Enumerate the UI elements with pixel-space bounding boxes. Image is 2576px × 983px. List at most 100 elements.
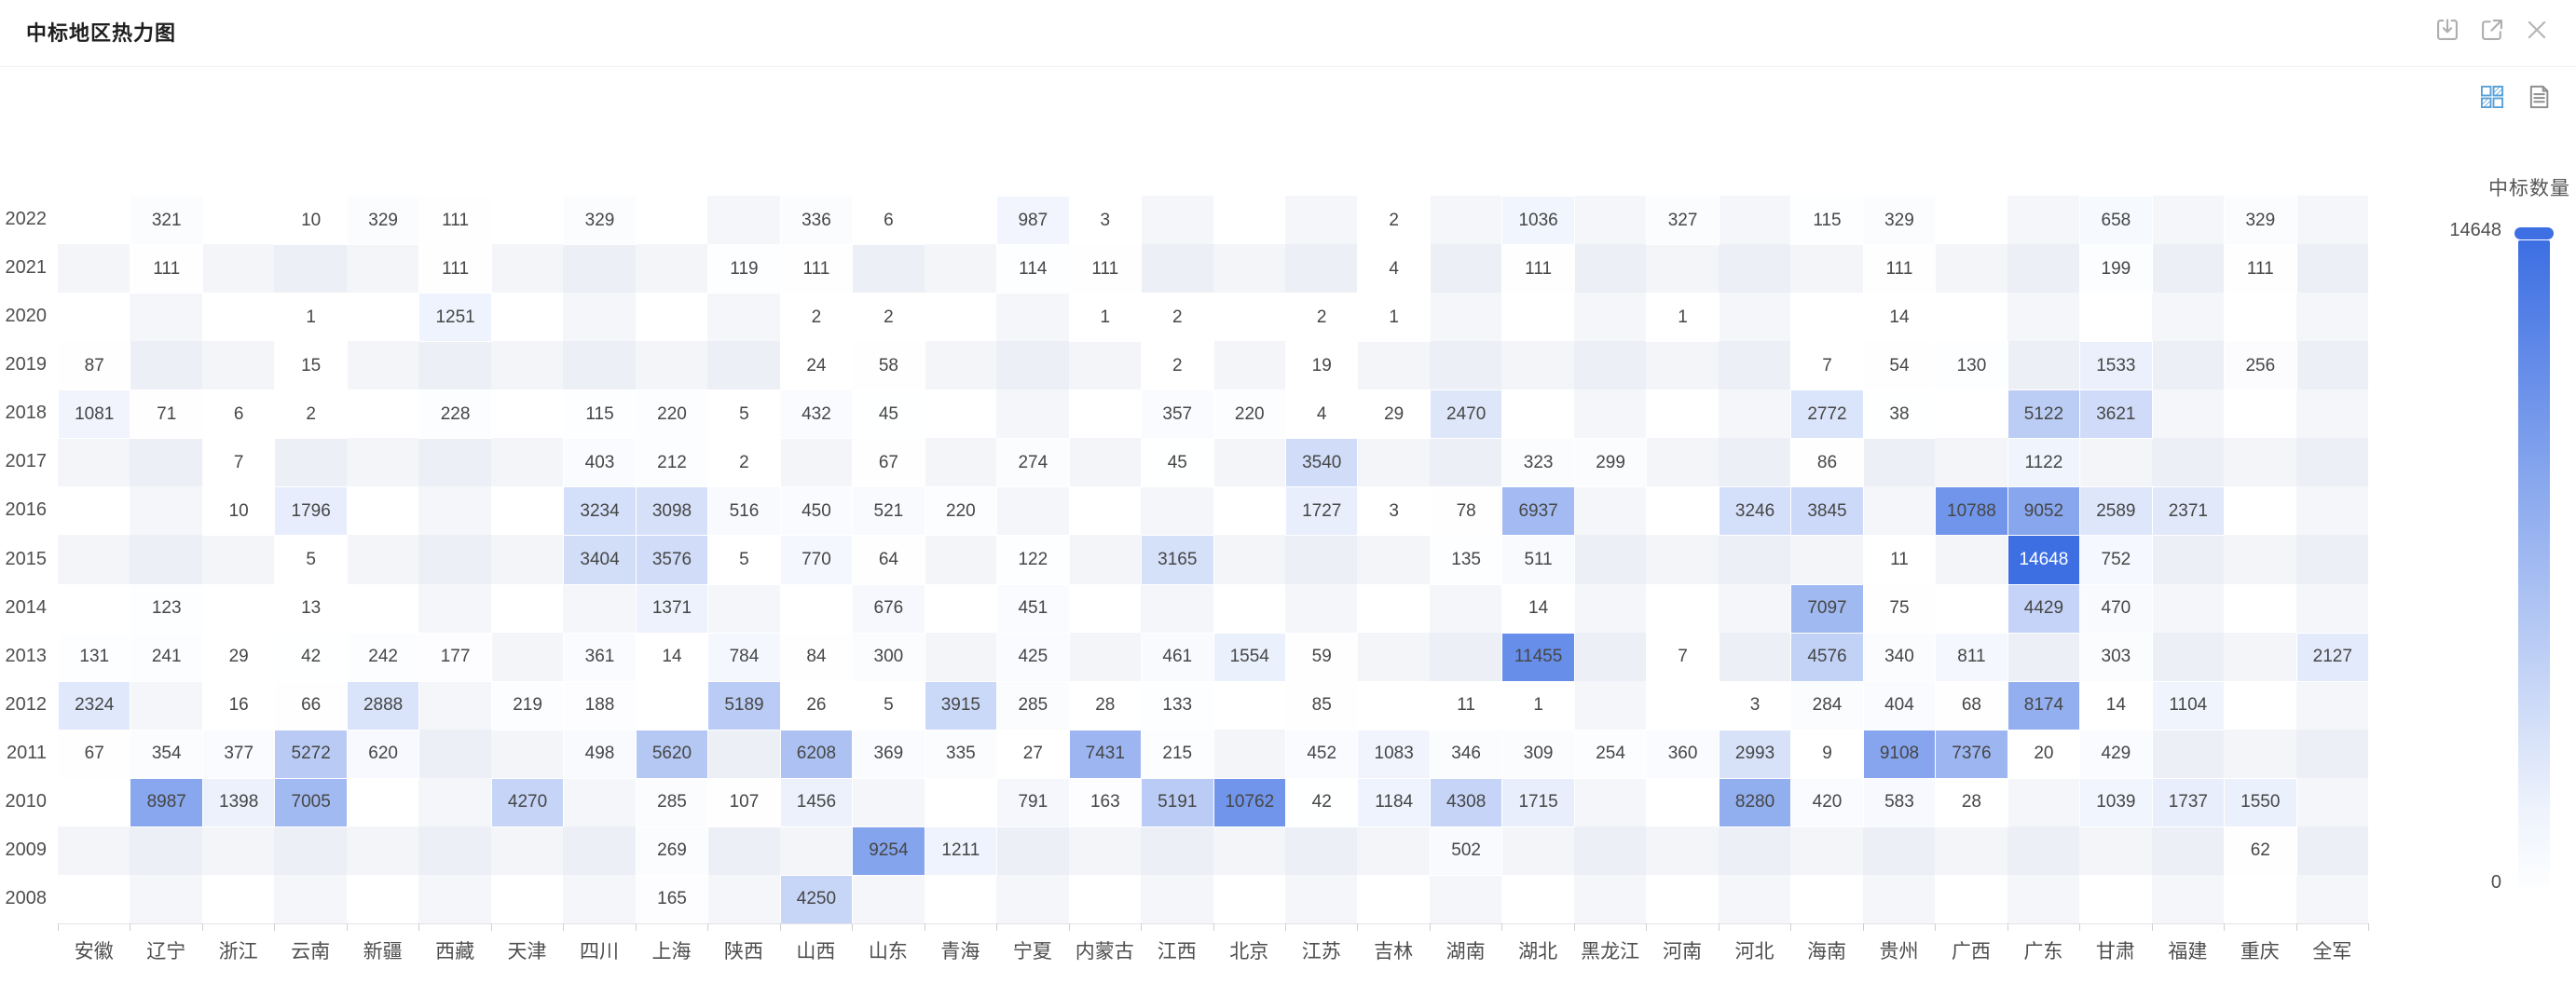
heatmap-cell[interactable]: 45 xyxy=(852,389,925,440)
heatmap-cell[interactable]: 11 xyxy=(1429,680,1503,730)
heatmap-cell[interactable]: 5122 xyxy=(2007,389,2081,440)
heatmap-cell[interactable]: 26 xyxy=(779,680,854,730)
heatmap-cell[interactable]: 177 xyxy=(418,632,492,682)
heatmap-cell[interactable]: 7 xyxy=(1646,632,1720,682)
heatmap-cell[interactable]: 676 xyxy=(852,583,925,634)
heatmap-cell[interactable]: 5 xyxy=(852,680,925,730)
heatmap-cell[interactable]: 1796 xyxy=(274,486,348,537)
heatmap-cell[interactable]: 4250 xyxy=(779,874,854,924)
heatmap-cell[interactable]: 335 xyxy=(924,729,998,779)
heatmap-cell[interactable]: 2 xyxy=(779,293,854,343)
heatmap-cell[interactable]: 346 xyxy=(1429,729,1503,779)
heatmap-cell[interactable]: 4 xyxy=(1357,244,1431,294)
heatmap-cell[interactable]: 1 xyxy=(274,293,348,343)
heatmap-cell[interactable]: 28 xyxy=(1935,777,2008,827)
heatmap-cell[interactable]: 5 xyxy=(707,389,781,440)
heatmap-cell[interactable]: 498 xyxy=(563,729,637,779)
heatmap-cell[interactable]: 6937 xyxy=(1501,486,1575,537)
heatmap-cell[interactable]: 269 xyxy=(635,826,709,876)
heatmap-cell[interactable]: 220 xyxy=(1213,389,1286,440)
heatmap-cell[interactable]: 451 xyxy=(996,583,1070,634)
heatmap-cell[interactable]: 10 xyxy=(274,196,348,246)
heatmap-cell[interactable]: 123 xyxy=(130,583,203,634)
heatmap-cell[interactable]: 8987 xyxy=(130,777,203,827)
heatmap-cell[interactable]: 620 xyxy=(346,729,420,779)
heatmap-cell[interactable]: 71 xyxy=(130,389,203,440)
heatmap-cell[interactable]: 1036 xyxy=(1501,196,1575,246)
heatmap-cell[interactable]: 9108 xyxy=(1862,729,1937,779)
heatmap-cell[interactable]: 3 xyxy=(1357,486,1431,537)
heatmap-cell[interactable]: 6208 xyxy=(779,729,854,779)
heatmap-cell[interactable]: 228 xyxy=(418,389,492,440)
heatmap-cell[interactable]: 10788 xyxy=(1935,486,2008,537)
heatmap-cell[interactable]: 2 xyxy=(1284,293,1359,343)
heatmap-cell[interactable]: 1 xyxy=(1646,293,1720,343)
heatmap-cell[interactable]: 10762 xyxy=(1213,777,1286,827)
heatmap-cell[interactable]: 7005 xyxy=(274,777,348,827)
heatmap-cell[interactable]: 7 xyxy=(201,438,276,488)
heatmap-cell[interactable]: 9052 xyxy=(2007,486,2081,537)
external-link-icon[interactable] xyxy=(2479,17,2505,43)
heatmap-cell[interactable]: 299 xyxy=(1573,438,1648,488)
heatmap-cell[interactable]: 11 xyxy=(1862,535,1937,585)
close-icon[interactable] xyxy=(2524,17,2550,43)
heatmap-cell[interactable]: 42 xyxy=(274,632,348,682)
heatmap-cell[interactable]: 3 xyxy=(1718,680,1792,730)
heatmap-cell[interactable]: 165 xyxy=(635,874,709,924)
heatmap-cell[interactable]: 4308 xyxy=(1429,777,1503,827)
heatmap-cell[interactable]: 188 xyxy=(563,680,637,730)
heatmap-cell[interactable]: 1081 xyxy=(58,389,131,440)
heatmap-cell[interactable]: 327 xyxy=(1646,196,1720,246)
heatmap-cell[interactable]: 220 xyxy=(635,389,709,440)
heatmap-cell[interactable]: 5272 xyxy=(274,729,348,779)
heatmap-cell[interactable]: 219 xyxy=(490,680,565,730)
heatmap-cell[interactable]: 7431 xyxy=(1068,729,1143,779)
heatmap-cell[interactable]: 303 xyxy=(2079,632,2153,682)
heatmap-cell[interactable]: 1211 xyxy=(924,826,998,876)
heatmap-cell[interactable]: 1104 xyxy=(2151,680,2226,730)
heatmap-cell[interactable]: 8280 xyxy=(1718,777,1792,827)
heatmap-cell[interactable]: 420 xyxy=(1790,777,1864,827)
heatmap-cell[interactable]: 2 xyxy=(274,389,348,440)
heatmap-cell[interactable]: 15 xyxy=(274,341,348,391)
heatmap-cell[interactable]: 1 xyxy=(1501,680,1575,730)
heatmap-cell[interactable]: 784 xyxy=(707,632,781,682)
heatmap-cell[interactable]: 64 xyxy=(852,535,925,585)
heatmap-cell[interactable]: 254 xyxy=(1573,729,1648,779)
heatmap-cell[interactable]: 212 xyxy=(635,438,709,488)
heatmap-cell[interactable]: 432 xyxy=(779,389,854,440)
heatmap-cell[interactable]: 284 xyxy=(1790,680,1864,730)
heatmap-cell[interactable]: 122 xyxy=(996,535,1070,585)
heatmap-cell[interactable]: 658 xyxy=(2079,196,2153,246)
heatmap-cell[interactable]: 336 xyxy=(779,196,854,246)
heatmap-cell[interactable]: 1456 xyxy=(779,777,854,827)
heatmap-cell[interactable]: 7 xyxy=(1790,341,1864,391)
heatmap-cell[interactable]: 360 xyxy=(1646,729,1720,779)
heatmap-view-icon[interactable] xyxy=(2479,84,2505,110)
heatmap-cell[interactable]: 811 xyxy=(1935,632,2008,682)
heatmap-cell[interactable]: 2589 xyxy=(2079,486,2153,537)
heatmap-cell[interactable]: 1039 xyxy=(2079,777,2153,827)
heatmap-cell[interactable]: 377 xyxy=(201,729,276,779)
heatmap-cell[interactable]: 16 xyxy=(201,680,276,730)
heatmap-cell[interactable]: 4429 xyxy=(2007,583,2081,634)
heatmap-cell[interactable]: 67 xyxy=(58,729,131,779)
heatmap-cell[interactable]: 470 xyxy=(2079,583,2153,634)
heatmap-cell[interactable]: 583 xyxy=(1862,777,1937,827)
heatmap-cell[interactable]: 62 xyxy=(2224,826,2297,876)
heatmap-cell[interactable]: 461 xyxy=(1141,632,1214,682)
heatmap-cell[interactable]: 403 xyxy=(563,438,637,488)
heatmap-cell[interactable]: 6 xyxy=(201,389,276,440)
heatmap-cell[interactable]: 256 xyxy=(2224,341,2297,391)
heatmap-cell[interactable]: 163 xyxy=(1068,777,1143,827)
heatmap-cell[interactable]: 361 xyxy=(563,632,637,682)
heatmap-cell[interactable]: 357 xyxy=(1141,389,1214,440)
heatmap-cell[interactable]: 5189 xyxy=(707,680,781,730)
heatmap-cell[interactable]: 130 xyxy=(1935,341,2008,391)
heatmap-cell[interactable]: 309 xyxy=(1501,729,1575,779)
heatmap-cell[interactable]: 2993 xyxy=(1718,729,1792,779)
heatmap-cell[interactable]: 329 xyxy=(2224,196,2297,246)
heatmap-cell[interactable]: 87 xyxy=(58,341,131,391)
heatmap-cell[interactable]: 5 xyxy=(274,535,348,585)
heatmap-cell[interactable]: 75 xyxy=(1862,583,1937,634)
